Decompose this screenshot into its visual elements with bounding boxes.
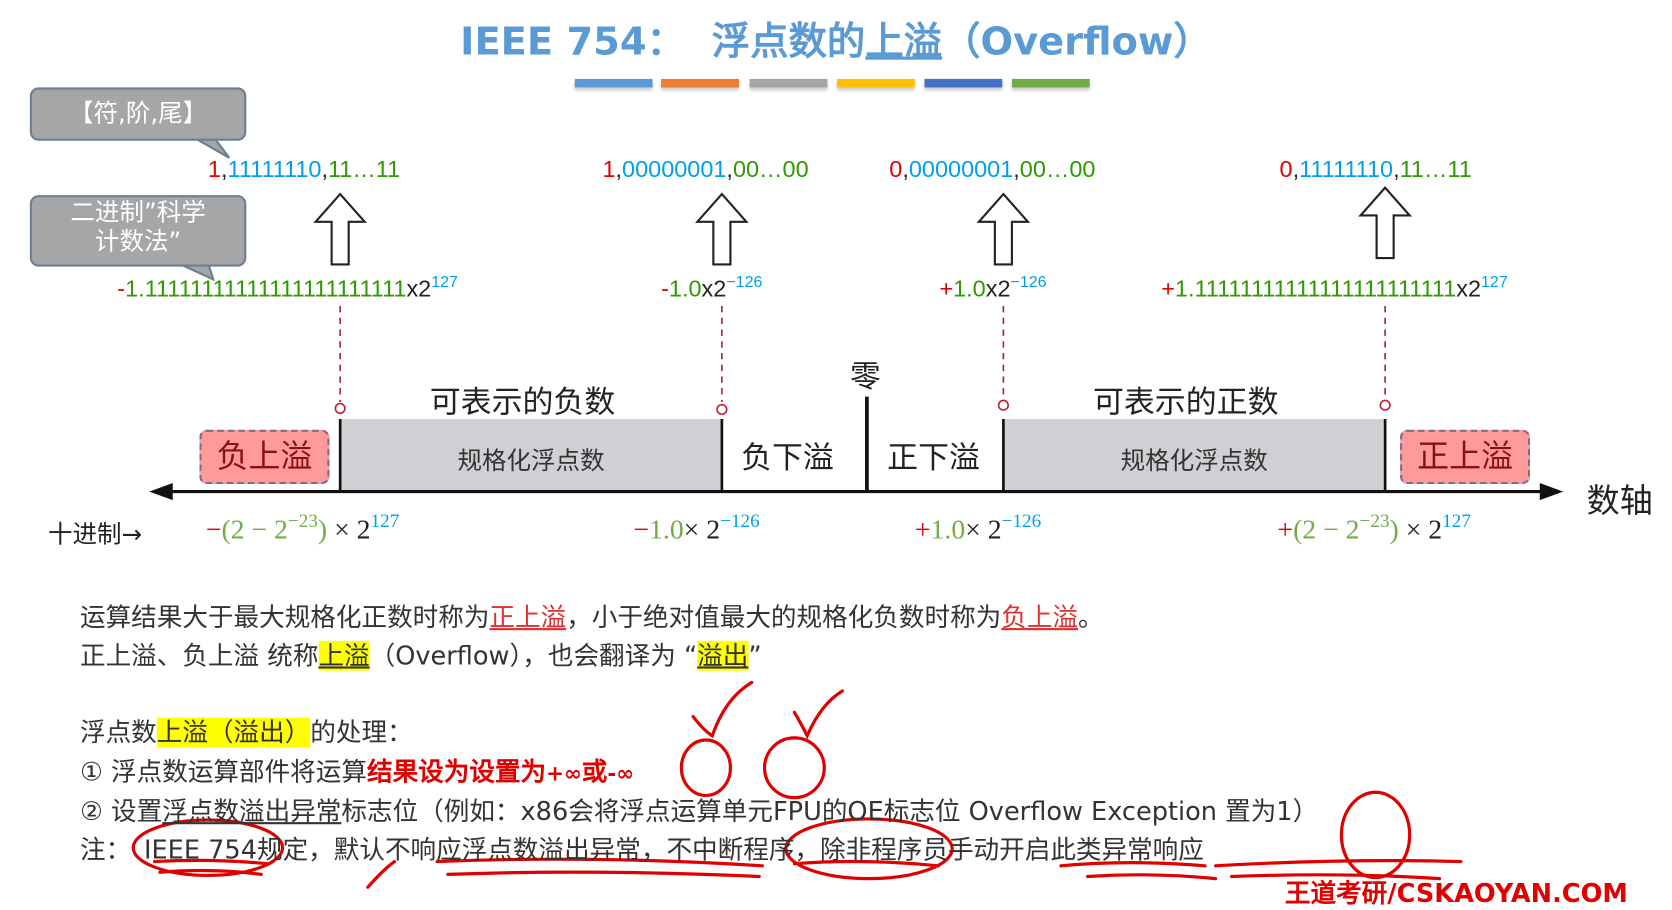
neg-underflow-label: 负下溢 (741, 439, 834, 476)
axis-ticks (338, 396, 1387, 493)
text-line: 正上溢、负上溢 统称上溢（Overflow），也会翻译为 “溢出” (79, 640, 762, 671)
pos-normalized-label: 规格化浮点数 (1120, 447, 1268, 476)
neg-overflow-box: 负上溢 (199, 429, 330, 485)
binary-encoding: 0,00000001,00…00 (889, 155, 1096, 183)
text-line: 浮点数上溢（溢出）的处理： (79, 717, 413, 748)
decimal-value: −1.0× 2−126 (633, 509, 760, 545)
sci-notation-callout: 二进制”科学 计数法” (29, 195, 247, 267)
scientific-notation: +1.11111111111111111111111x2127 (1161, 272, 1508, 302)
neg-representable-label: 可表示的负数 (429, 383, 616, 421)
color-bar (1011, 78, 1090, 88)
color-bar (749, 78, 828, 88)
decimal-value: +(2 − 2−23) × 2127 (1277, 509, 1471, 545)
color-bar (924, 78, 1003, 88)
up-arrow-icon (1358, 186, 1413, 260)
binary-encoding: 1,00000001,00…00 (602, 155, 809, 183)
dashed-guides (339, 306, 1386, 402)
decimal-label: 十进制→ (47, 521, 143, 550)
up-arrow-icon (313, 192, 368, 266)
title-part1: 浮点数的 (711, 20, 866, 64)
scientific-notation: +1.0x2−126 (939, 272, 1047, 302)
slide: IEEE 754： 浮点数的上溢（Overflow） (0, 11, 1672, 908)
text-line: 运算结果大于最大规格化正数时称为正上溢，小于绝对值最大的规格化负数时称为负上溢。 (79, 602, 1104, 633)
binary-encoding: 0,11111110,11…11 (1279, 155, 1472, 183)
callout-line: 计数法” (94, 228, 182, 256)
decimal-value: +1.0× 2−126 (914, 509, 1042, 545)
scientific-notation: -1.11111111111111111111111x2127 (117, 272, 458, 302)
text-line: 注： IEEE 754规定，默认不响应浮点数溢出异常，不中断程序，除非程序员手动开… (79, 834, 1204, 865)
diagram-graphics (131, 135, 1564, 889)
slide-title: IEEE 754： 浮点数的上溢（Overflow） (0, 11, 1672, 66)
scientific-notation: -1.0x2−126 (661, 272, 763, 302)
title-prefix: IEEE 754： (460, 20, 685, 64)
neg-normalized-region (340, 419, 722, 492)
text-line: ② 设置浮点数溢出异常标志位（例如：x86会将浮点运算单元FPU的OE标志位 O… (79, 796, 1319, 827)
zero-label: 零 (849, 358, 881, 395)
axis-left-arrowhead (149, 483, 173, 501)
up-arrow-icon (976, 192, 1031, 266)
watermark: 王道考研/CSKAOYAN.COM (1284, 878, 1628, 909)
color-bar (574, 78, 653, 88)
pos-normalized-region (1003, 419, 1386, 492)
axis-right-arrowhead (1539, 483, 1564, 501)
pos-representable-label: 可表示的正数 (1092, 383, 1279, 421)
handwritten-annotations (131, 680, 1463, 889)
decimal-value: −(2 − 2−23) × 2127 (205, 509, 400, 545)
color-bar (661, 78, 739, 88)
title-underlined: 上溢 (865, 20, 943, 64)
up-arrow-icon (694, 192, 749, 266)
binary-encoding: 1,11111110,11…11 (207, 155, 401, 183)
neg-normalized-label: 规格化浮点数 (457, 447, 605, 476)
pos-overflow-box: 正上溢 (1400, 429, 1531, 485)
format-callout: 【符,阶,尾】 (29, 87, 247, 141)
boundary-markers (334, 399, 1391, 416)
text-line: ① 浮点数运算部件将运算结果设为设置为+∞或-∞ (79, 757, 634, 787)
color-bar (837, 78, 915, 88)
pos-underflow-label: 正下溢 (887, 439, 980, 476)
callout-line: 二进制”科学 (70, 199, 206, 228)
title-suffix: （Overflow） (942, 20, 1212, 64)
up-arrows (313, 186, 1413, 266)
axis-label: 数轴 (1586, 481, 1653, 521)
